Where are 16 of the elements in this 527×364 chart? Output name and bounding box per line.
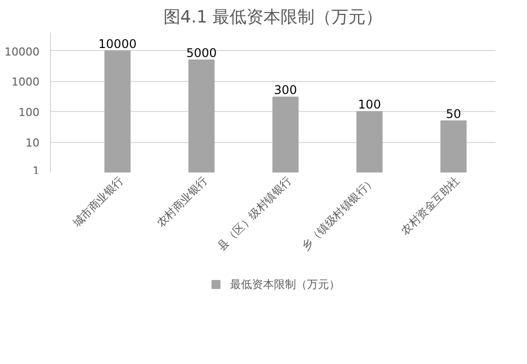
y-tick-label: 1000 [12, 76, 40, 89]
y-tick-label: 10 [26, 136, 40, 150]
y-tick-label: 10000 [4, 45, 40, 58]
x-tick-label: 乡（镇级村镇银行） [298, 174, 378, 254]
x-tick-label: 农村资金互助社 [398, 174, 462, 238]
x-tick-label: 城市商业银行 [70, 174, 126, 230]
y-tick-label: 100 [18, 106, 40, 120]
legend-label: 最低资本限制（万元） [230, 276, 340, 292]
data-label: 50 [446, 106, 462, 121]
data-label: 10000 [98, 36, 137, 51]
x-tick-label: 农村商业银行 [154, 174, 210, 230]
data-label: 5000 [186, 46, 217, 60]
chart-title: 图4.1 最低资本限制（万元） [163, 8, 383, 28]
x-tick-label: 县（区）级村镇银行 [214, 174, 294, 254]
data-label: 300 [274, 83, 297, 98]
data-label: 100 [358, 98, 381, 112]
